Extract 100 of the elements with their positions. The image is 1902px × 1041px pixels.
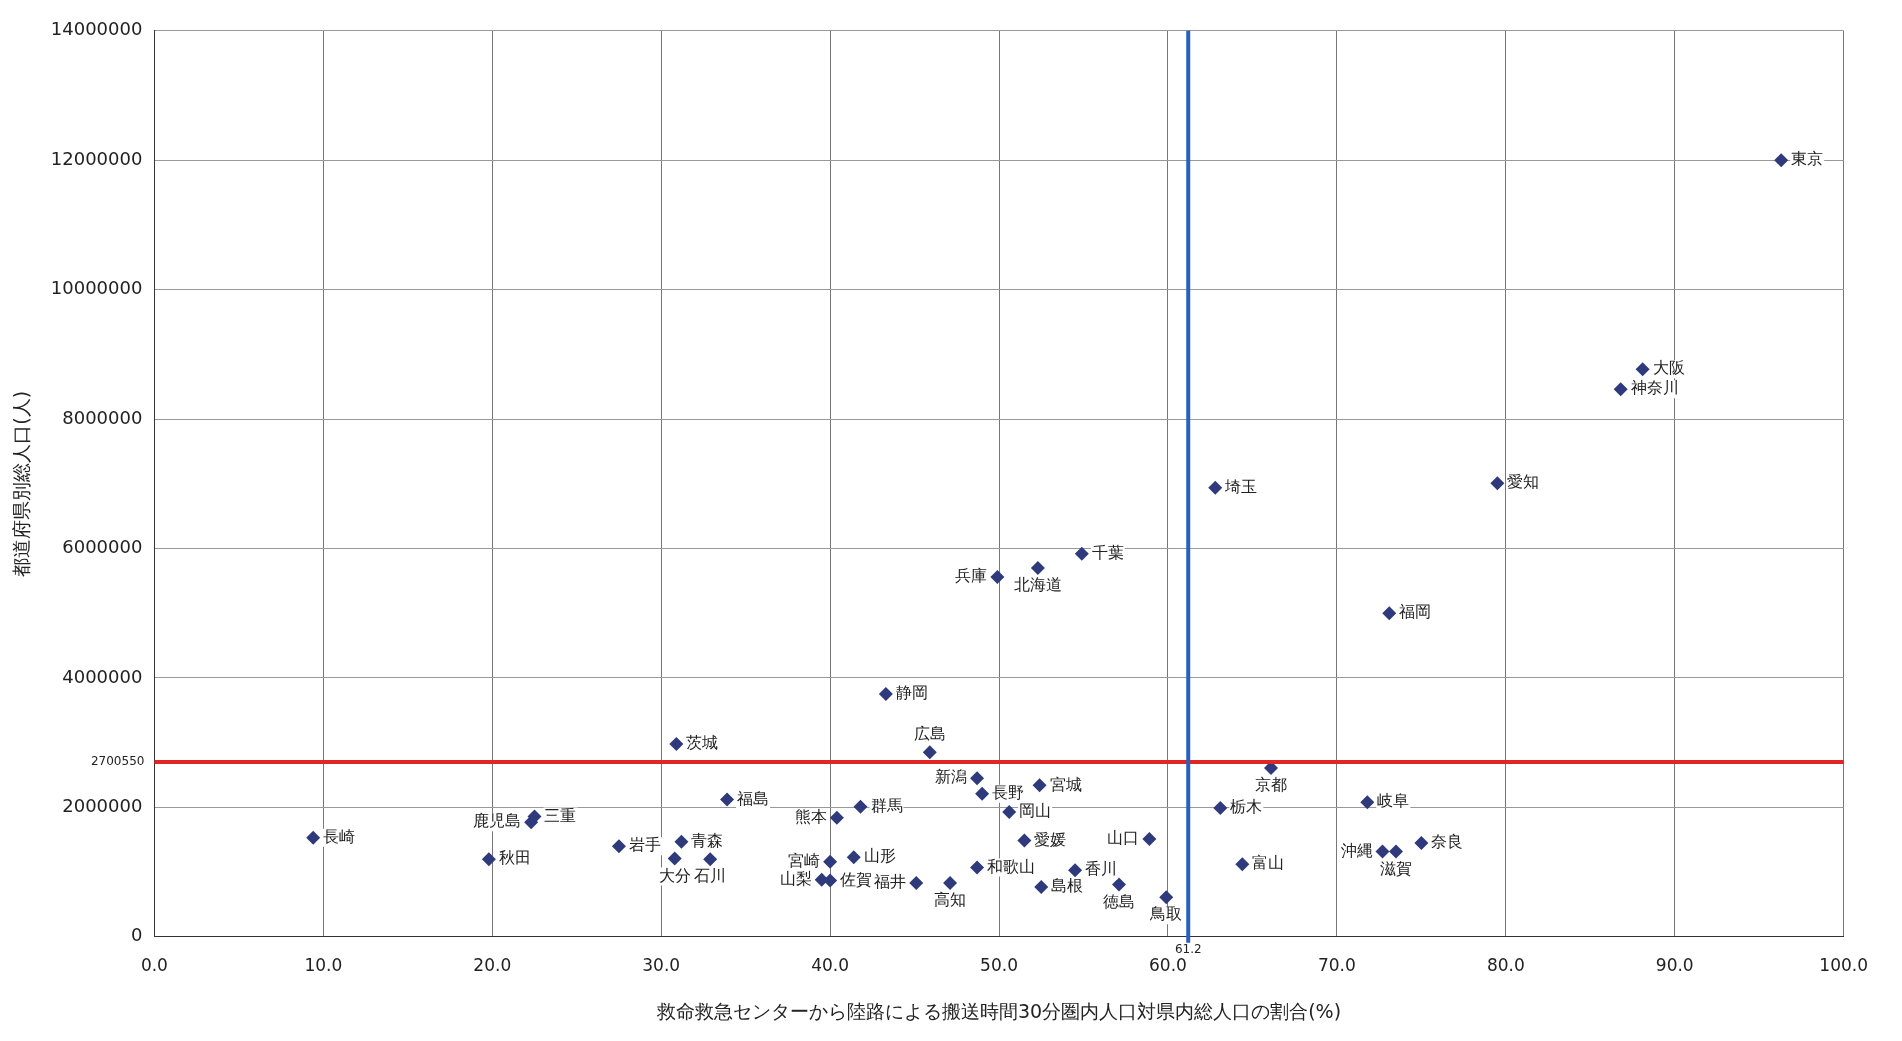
point [1235, 857, 1250, 872]
series-label: 宮崎 [788, 850, 821, 870]
point [970, 771, 985, 786]
x-tick-label: 80.0 [1486, 955, 1525, 976]
x-tick-label: 60.0 [1149, 955, 1187, 976]
x-tick-label: 20.0 [473, 955, 512, 976]
x-tick-label: 0.0 [140, 955, 168, 976]
point [1389, 844, 1404, 859]
series-label: 東京 [1791, 149, 1824, 169]
point [922, 745, 937, 760]
series-label: 徳島 [1102, 891, 1135, 911]
series-label: 兵庫 [955, 566, 988, 586]
x-axis-title: 救命救急センターから陸路による搬送時間30分圏内人口対県内総人口の割合(%) [656, 999, 1342, 1022]
series-label: 岡山 [1019, 801, 1052, 821]
series-label: 埼玉 [1224, 476, 1258, 496]
ref-line-label: 2700550 [90, 754, 145, 769]
series-label: 新潟 [935, 767, 968, 787]
point [990, 569, 1005, 584]
series-label: 千葉 [1091, 542, 1124, 562]
point [1034, 879, 1049, 894]
series-label: 山梨 [779, 869, 812, 889]
point [720, 792, 735, 807]
point [1017, 833, 1032, 848]
series-label: 愛知 [1507, 472, 1540, 492]
x-tick-label: 40.0 [811, 955, 850, 976]
y-axis-title: 都道府県別総人口(人) [10, 390, 33, 577]
series-label: 福島 [737, 788, 770, 808]
series-label: 京都 [1255, 775, 1288, 795]
point [823, 854, 838, 869]
series-label: 香川 [1085, 859, 1118, 879]
point [669, 736, 684, 751]
point [878, 687, 893, 702]
x-tick-label: 30.0 [642, 955, 681, 976]
series-label: 青森 [691, 830, 724, 850]
point [829, 810, 844, 825]
point [1613, 382, 1628, 397]
series-label: 岩手 [628, 835, 661, 855]
x-tick-label: 50.0 [980, 955, 1018, 976]
series-label: 高知 [934, 890, 967, 910]
y-tick-label: 8000000 [62, 406, 143, 428]
point [1142, 832, 1157, 847]
series-label: 北海道 [1013, 575, 1062, 595]
series-label: 群馬 [870, 795, 903, 815]
series-label: 大分 [658, 865, 691, 885]
y-tick-label: 6000000 [62, 536, 143, 558]
point [1490, 476, 1505, 491]
series-label: 福井 [874, 872, 907, 892]
series-label: 宮城 [1049, 774, 1082, 794]
series-label: 秋田 [498, 848, 531, 868]
x-tick-label: 10.0 [304, 955, 343, 976]
point [1030, 560, 1045, 575]
series-label: 熊本 [794, 806, 827, 826]
point [853, 799, 868, 814]
series-label: 和歌山 [987, 856, 1036, 876]
point [1068, 863, 1083, 878]
series-label: 三重 [544, 805, 577, 825]
series-label: 大阪 [1652, 358, 1685, 378]
point [975, 786, 990, 801]
series-label: 山形 [863, 846, 896, 866]
point [306, 830, 321, 845]
point [1774, 153, 1789, 168]
series-label: 鹿児島 [473, 811, 522, 831]
series-label: 滋賀 [1380, 858, 1413, 878]
point [1032, 778, 1047, 793]
series-label: 奈良 [1431, 832, 1464, 852]
series-label: 山口 [1107, 828, 1140, 848]
y-tick-label: 10000000 [50, 277, 143, 299]
series-label: 鳥取 [1149, 904, 1183, 924]
x-tick-label: 70.0 [1317, 955, 1356, 976]
point [1382, 606, 1397, 621]
point [943, 876, 958, 891]
x-tick-label: 90.0 [1655, 955, 1694, 976]
point [909, 876, 924, 891]
series-label: 福岡 [1399, 602, 1432, 622]
point [1002, 804, 1017, 819]
point [1208, 480, 1223, 495]
series-label: 富山 [1252, 853, 1285, 873]
point [970, 860, 985, 875]
series-label: 沖縄 [1340, 840, 1373, 860]
x-tick-label: 100.0 [1819, 955, 1868, 976]
point [481, 852, 496, 867]
series-label: 広島 [913, 723, 946, 743]
point [1635, 362, 1650, 377]
point [1074, 546, 1089, 561]
point [1111, 877, 1126, 892]
point [674, 834, 689, 849]
point [611, 839, 626, 854]
point [1360, 795, 1375, 810]
point [1414, 835, 1429, 850]
point [1159, 890, 1174, 905]
ref-line-label: 61.2 [1174, 941, 1202, 956]
series-label: 愛媛 [1034, 829, 1067, 849]
series-label: 岐阜 [1377, 791, 1410, 811]
point [1375, 844, 1390, 859]
series-label: 長崎 [323, 826, 356, 846]
series-label: 静岡 [895, 683, 928, 703]
point [846, 850, 861, 865]
series-label: 栃木 [1230, 797, 1263, 817]
y-tick-label: 12000000 [50, 147, 143, 169]
y-tick-label: 2000000 [62, 795, 143, 817]
